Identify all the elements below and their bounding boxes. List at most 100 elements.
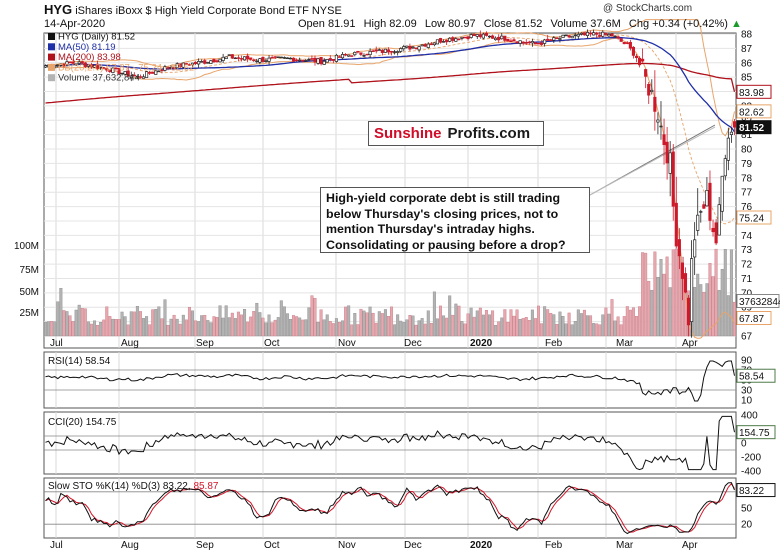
volume-bar (408, 315, 412, 337)
candle-body (512, 39, 516, 42)
volume-bar (638, 306, 642, 337)
candle-body (647, 84, 651, 96)
candle-body (325, 59, 329, 63)
volume-bar (555, 324, 559, 337)
volume-bar (86, 321, 90, 337)
candle-body (334, 54, 338, 62)
volume-tick-label: 100M (14, 241, 39, 252)
price-tick-label: 86 (741, 58, 753, 69)
legend-price-swatch (48, 33, 55, 40)
volume-bar (576, 309, 580, 337)
candle-body (353, 52, 357, 56)
candle-body (175, 63, 179, 69)
volume-bar (365, 312, 369, 337)
indicator-badge (736, 425, 776, 440)
legend-ma50-swatch (48, 43, 55, 51)
candle-body (117, 67, 121, 75)
volume-bar (668, 287, 672, 337)
candle-body (420, 44, 424, 47)
candle-body (145, 71, 149, 78)
volume-bar (475, 310, 479, 337)
volume-bar (533, 318, 537, 337)
sto-tick-label: 20 (741, 520, 753, 531)
volume-bar (659, 259, 663, 337)
high-label: High (363, 18, 387, 30)
candle-body (705, 189, 709, 207)
volume-bar (267, 314, 271, 337)
candle-body (469, 34, 473, 38)
candle-body (448, 37, 452, 42)
volume-bar (102, 319, 106, 337)
volume-bar (325, 314, 329, 337)
rsi-line (45, 360, 735, 402)
candle-body (252, 59, 256, 62)
volume-bar (592, 323, 596, 337)
candle-body (426, 43, 430, 48)
candle-body (432, 42, 436, 46)
candle-body (582, 32, 587, 36)
candle-body (258, 58, 262, 63)
price-tick-label: 78 (741, 173, 753, 184)
candle-body (478, 34, 482, 38)
volume-bar (460, 321, 464, 337)
volume-bar (445, 317, 449, 337)
volume-bar (527, 319, 531, 337)
ticker: HYG (44, 2, 73, 17)
volume-bar (151, 309, 155, 337)
volume-bar (524, 317, 528, 337)
volume-bar (546, 309, 550, 337)
volume-bar (582, 309, 586, 337)
volume-bar (138, 311, 142, 337)
legend-ma50: MA(50) 81.19 (58, 42, 116, 53)
volume-bar (295, 316, 299, 337)
candle-body (218, 58, 222, 63)
candle-body (62, 63, 66, 67)
volume-bar (610, 299, 614, 337)
volume-bar (693, 287, 697, 337)
volume-bar (203, 315, 207, 337)
volume-bar (307, 307, 311, 337)
volume-bar (350, 324, 354, 337)
volume-bar (414, 324, 418, 337)
candle-body (451, 37, 455, 41)
volume-bar (619, 324, 623, 337)
candle-body (313, 57, 317, 63)
volume-bar (227, 317, 231, 337)
candle-body (622, 42, 626, 45)
candle-body (350, 55, 354, 57)
indicator-badge-label: 83.22 (739, 486, 764, 497)
price-tick-label: 87 (741, 44, 753, 55)
candle-body (680, 262, 684, 279)
candle-body (595, 32, 599, 35)
cci-tick-label: -400 (741, 467, 761, 478)
candle-body (123, 71, 127, 75)
volume-bar (729, 249, 733, 337)
volume-bar (607, 313, 611, 337)
candle-body (282, 57, 286, 59)
volume-bar (732, 301, 736, 337)
x-tick-label-bottom: Nov (338, 540, 356, 551)
volume-bar (708, 263, 712, 337)
candle-body (699, 211, 703, 213)
volume-bar (132, 311, 136, 337)
volume-bar (246, 321, 250, 337)
x-tick-label-top: Apr (682, 338, 698, 349)
volume-bar (181, 314, 185, 337)
candle-body (105, 68, 109, 71)
volume-bar (641, 252, 645, 337)
value-badge-label: 82.62 (739, 107, 764, 118)
candle-body (347, 54, 351, 57)
candle-body (702, 204, 706, 209)
value-badge-label: 81.52 (739, 123, 764, 134)
volume-bar (313, 298, 317, 337)
volume-bar (221, 317, 225, 337)
candle-body (279, 56, 283, 59)
volume-bar (622, 316, 626, 337)
volume-bar (89, 323, 93, 337)
exchange: NYSE (311, 5, 342, 17)
volume-bar (62, 310, 66, 337)
volume-bar (518, 319, 522, 337)
volume-bar (500, 317, 504, 337)
candle-body (653, 96, 657, 112)
candle-body (203, 60, 207, 64)
